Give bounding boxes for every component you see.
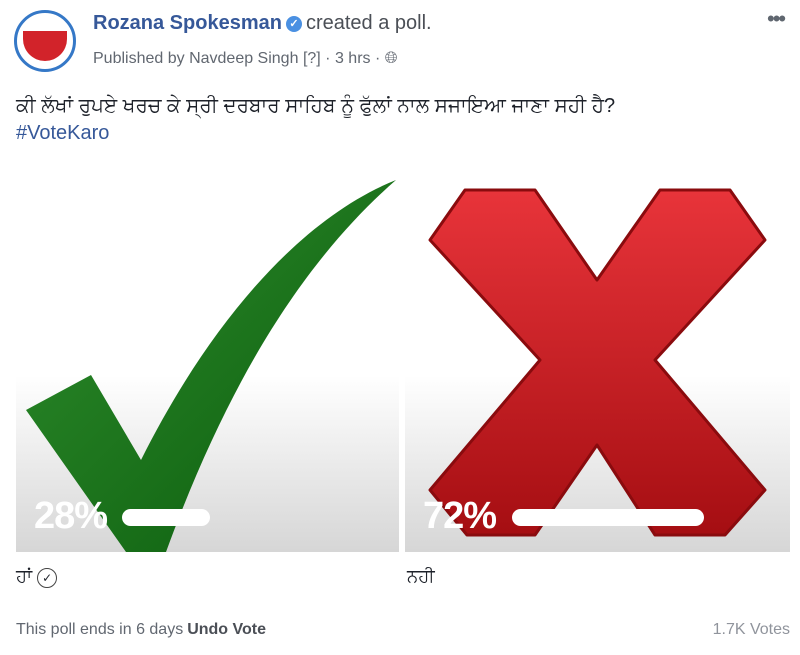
option-label-no[interactable]: ਨਹੀ: [407, 566, 435, 586]
result-bar-no: [512, 509, 704, 526]
poll-ends: This poll ends in 6 days: [16, 621, 184, 638]
option-label-yes[interactable]: ਹਾਂ ✓: [16, 566, 58, 588]
x-icon: [428, 188, 767, 537]
post-action: created a poll.: [305, 12, 432, 34]
poll-option-no[interactable]: 72%: [405, 160, 790, 552]
help-link[interactable]: [?]: [302, 50, 321, 67]
percent-yes: 28%: [34, 495, 108, 537]
poll-footer: This poll ends in 6 days Undo Vote: [16, 621, 266, 639]
globe-icon: 🌐︎: [384, 50, 398, 67]
percent-no: 72%: [423, 495, 497, 537]
label-text: ਹਾਂ: [16, 566, 33, 586]
result-bar-yes: [122, 509, 210, 526]
verified-badge-icon: ✓: [285, 16, 302, 32]
post-meta: Published by Navdeep Singh [?] · 3 hrs ·…: [93, 50, 398, 67]
hashtag-link[interactable]: #VoteKaro: [16, 122, 110, 144]
checkmark-icon: [26, 180, 396, 552]
timestamp[interactable]: 3 hrs: [334, 50, 371, 67]
vote-count[interactable]: 1.7K Votes: [712, 621, 790, 638]
more-options-icon[interactable]: •••: [767, 6, 786, 31]
post-header: Rozana Spokesman ✓ created a poll.: [93, 12, 432, 35]
selected-check-icon: ✓: [37, 568, 58, 588]
post-text: ਕੀ ਲੱਖਾਂ ਰੁਪਏ ਖਰਚ ਕੇ ਸ੍ਰੀ ਦਰਬਾਰ ਸਾਹਿਬ ਨੂ…: [16, 95, 616, 117]
poll-option-yes[interactable]: 28%: [16, 160, 399, 552]
page-avatar[interactable]: [14, 10, 76, 72]
publisher[interactable]: Published by Navdeep Singh: [93, 50, 299, 67]
undo-vote-button[interactable]: Undo Vote: [187, 621, 267, 638]
page-name-link[interactable]: Rozana Spokesman: [93, 12, 282, 34]
